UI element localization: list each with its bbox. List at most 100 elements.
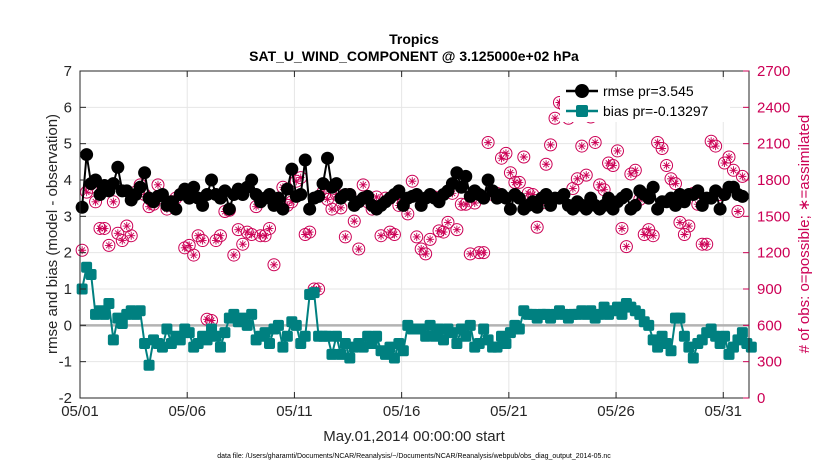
obs-assimilated-marker (626, 169, 635, 178)
y-axis-label: rmse and bias (model - observation) (44, 114, 61, 354)
bias-point (241, 319, 253, 331)
obs-possible-marker (245, 228, 259, 241)
x-tick-label: 05/21 (490, 403, 528, 420)
rmse-point (155, 188, 169, 202)
y-tick-label: 4 (64, 172, 72, 189)
obs-assimilated-marker (528, 190, 537, 199)
rmse-point (691, 184, 705, 198)
obs-possible-marker (352, 242, 366, 256)
y2-tick-label: 2100 (757, 136, 790, 153)
bias-point (736, 327, 748, 339)
y2-tick-label: 300 (757, 354, 782, 371)
rmse-point (138, 166, 152, 180)
obs-assimilated-marker (252, 202, 261, 211)
rmse-point (312, 189, 326, 203)
obs-assimilated-marker (680, 230, 689, 239)
obs-possible-marker (682, 219, 696, 233)
obs-assimilated-marker (377, 231, 386, 240)
obs-assimilated-marker (78, 246, 87, 255)
x-tick-label: 05/16 (383, 403, 421, 420)
obs-assimilated-marker (551, 114, 560, 123)
obs-assimilated-marker (577, 142, 586, 151)
obs-assimilated-marker (649, 231, 658, 240)
bias-point (281, 330, 293, 342)
obs-possible-marker (499, 146, 513, 160)
y-tick-label: 0 (64, 317, 72, 334)
rmse-point (133, 180, 147, 194)
obs-assimilated-marker (153, 180, 162, 189)
obs-assimilated-marker (426, 235, 435, 244)
obs-assimilated-marker (207, 316, 216, 325)
obs-assimilated-marker (82, 188, 91, 197)
bias-point (371, 330, 383, 342)
rmse-point (321, 151, 335, 165)
obs-assimilated-marker (573, 174, 582, 183)
obs-assimilated-marker (546, 140, 555, 149)
obs-assimilated-marker (479, 248, 488, 257)
obs-possible-marker (450, 223, 464, 237)
obs-possible-marker (664, 172, 678, 186)
obs-assimilated-marker (113, 229, 122, 238)
obs-assimilated-marker (421, 249, 430, 258)
y2-tick-label: 2700 (757, 63, 790, 80)
bias-point (674, 312, 686, 324)
rmse-point (303, 202, 317, 216)
bias-point (687, 352, 699, 364)
rmse-point (80, 148, 94, 162)
bias-point (322, 330, 334, 342)
rmse-point (392, 184, 406, 198)
obs-assimilated-marker (216, 231, 225, 240)
obs-assimilated-marker (417, 245, 426, 254)
obs-assimilated-marker (243, 228, 252, 237)
obs-possible-marker (405, 174, 419, 188)
rmse-point (713, 202, 727, 216)
rmse-point (557, 188, 571, 202)
bias-point (678, 330, 690, 342)
rmse-point (481, 173, 495, 187)
bias-point (143, 359, 155, 371)
bias-point (219, 327, 231, 339)
bias-point (183, 327, 195, 339)
bias-point (491, 341, 503, 353)
obs-assimilated-marker (350, 217, 359, 226)
obs-assimilated-marker (595, 180, 604, 189)
obs-assimilated-marker (702, 240, 711, 249)
bias-point (290, 319, 302, 331)
bias-point (451, 338, 463, 349)
rmse-point (503, 202, 517, 216)
obs-assimilated-marker (203, 315, 212, 324)
obs-possible-marker (124, 229, 138, 243)
x-tick-label: 05/26 (597, 403, 635, 420)
obs-assimilated-marker (296, 173, 305, 182)
obs-assimilated-marker (238, 240, 247, 249)
series-layer (75, 148, 757, 371)
obs-possible-marker (709, 139, 723, 153)
obs-assimilated-marker (707, 137, 716, 146)
y2-tick-label: 1500 (757, 208, 790, 225)
obs-possible-marker (731, 204, 745, 218)
y-axis-ticks: -2 -1 0 1 2 3 4 5 6 7 (59, 63, 86, 407)
bias-point (513, 323, 525, 335)
bias-point (259, 327, 271, 339)
rmse-point (245, 173, 259, 187)
rmse-point (619, 188, 633, 202)
bias-point (246, 308, 258, 320)
obs-assimilated-marker (671, 179, 680, 188)
obs-assimilated-marker (524, 189, 533, 198)
legend-bias-marker (576, 105, 588, 117)
bias-point (665, 345, 677, 357)
rmse-point (280, 182, 294, 196)
obs-possible-marker (213, 229, 227, 243)
x-axis-label: May.01,2014 00:00:00 start (323, 428, 505, 445)
legend-bias-label: bias pr=-0.13297 (603, 103, 709, 119)
y2-tick-label: 900 (757, 281, 782, 298)
bias-point (264, 338, 276, 349)
x-axis-ticks: 05/01 05/06 05/11 05/16 05/21 05/26 05/31 (61, 71, 742, 420)
obs-assimilated-marker (725, 152, 734, 161)
legend-box (560, 80, 730, 122)
rmse-point (200, 188, 214, 202)
y2-tick-label: 1200 (757, 245, 790, 262)
obs-possible-marker (303, 225, 317, 239)
obs-assimilated-marker (194, 231, 203, 240)
